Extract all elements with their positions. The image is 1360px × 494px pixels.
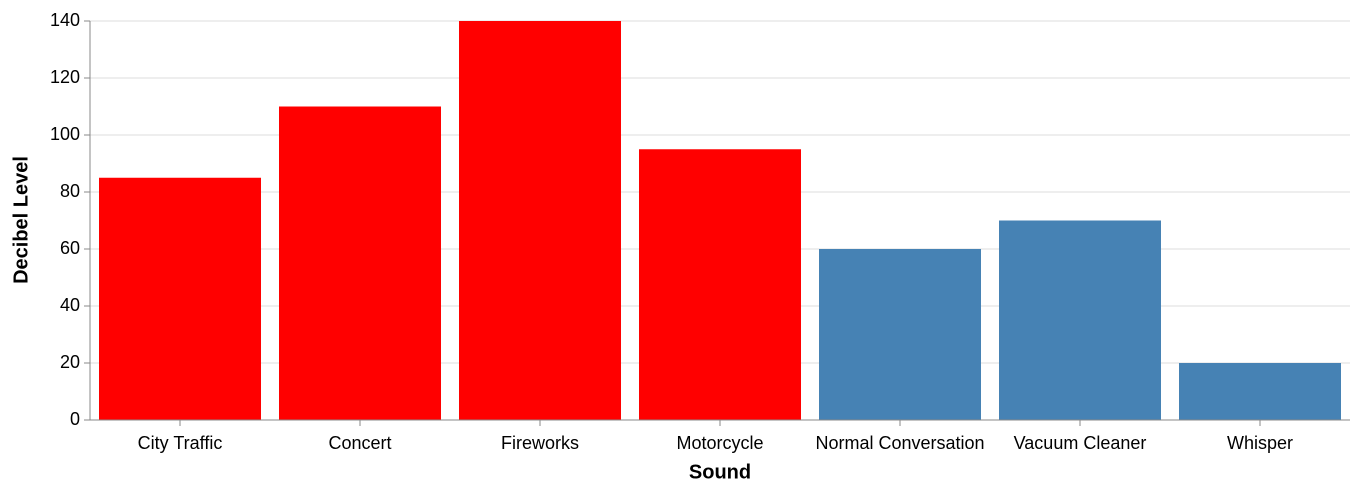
y-tick-label: 60 — [60, 238, 80, 258]
y-tick-label: 120 — [50, 67, 80, 87]
y-axis-title: Decibel Level — [10, 156, 32, 284]
x-tick-label: Fireworks — [501, 433, 579, 453]
x-axis-title: Sound — [689, 461, 751, 483]
y-tick-label: 140 — [50, 10, 80, 30]
bar — [999, 220, 1161, 420]
y-tick-label: 20 — [60, 352, 80, 372]
bar — [639, 149, 801, 420]
bar — [819, 249, 981, 420]
x-tick-label: Vacuum Cleaner — [1014, 433, 1147, 453]
bar — [99, 177, 261, 420]
bar — [1179, 363, 1341, 420]
y-tick-label: 80 — [60, 181, 80, 201]
y-tick-label: 0 — [70, 409, 80, 429]
x-tick-label: Normal Conversation — [815, 433, 984, 453]
bar — [459, 21, 621, 420]
x-tick-label: Whisper — [1227, 433, 1293, 453]
x-tick-label: Concert — [328, 433, 391, 453]
y-tick-label: 40 — [60, 295, 80, 315]
bar — [279, 106, 441, 420]
x-tick-label: City Traffic — [138, 433, 223, 453]
y-tick-label: 100 — [50, 124, 80, 144]
x-tick-label: Motorcycle — [676, 433, 763, 453]
